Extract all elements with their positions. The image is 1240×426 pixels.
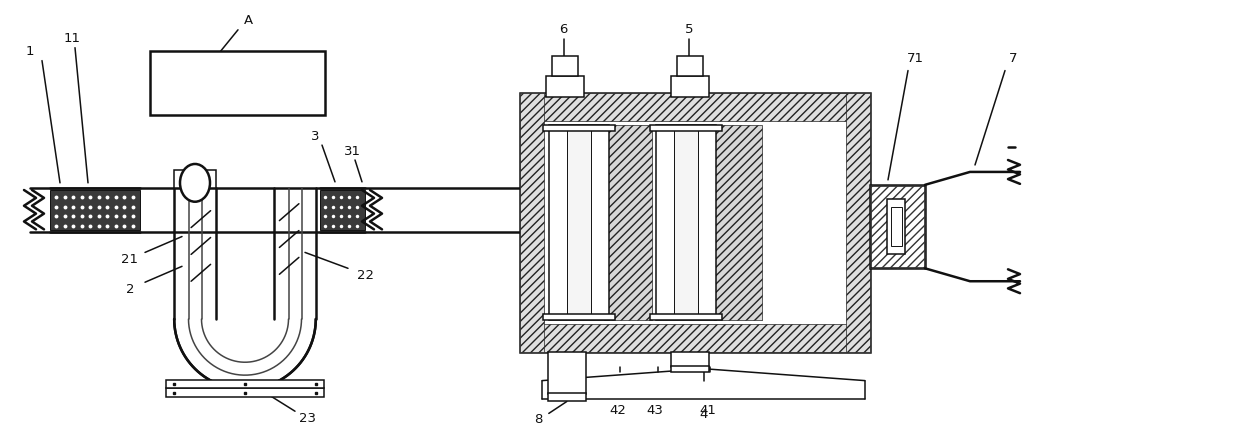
Bar — [150, 52, 325, 116]
Text: 42: 42 — [610, 403, 626, 416]
Bar — [546, 76, 584, 98]
Bar — [846, 94, 870, 352]
Bar — [870, 185, 925, 269]
Bar — [543, 126, 615, 132]
Bar — [656, 126, 715, 320]
Bar — [677, 57, 703, 76]
Bar — [548, 352, 585, 394]
Text: 4: 4 — [699, 407, 708, 420]
Text: 21: 21 — [122, 252, 139, 265]
Text: 41: 41 — [699, 403, 717, 416]
Text: 23: 23 — [299, 411, 315, 424]
Ellipse shape — [180, 164, 210, 202]
Text: 2: 2 — [125, 282, 134, 295]
Text: A: A — [243, 14, 253, 27]
Text: 1: 1 — [26, 45, 35, 58]
Text: 31: 31 — [343, 144, 361, 157]
Text: 3: 3 — [311, 130, 319, 142]
Bar — [549, 126, 609, 320]
Bar — [520, 94, 544, 352]
Bar — [604, 126, 652, 320]
Text: 43: 43 — [646, 403, 663, 416]
Bar — [870, 185, 925, 269]
Bar — [671, 352, 709, 367]
Text: 8: 8 — [534, 412, 543, 425]
Bar — [650, 314, 722, 320]
Bar — [650, 126, 722, 132]
Text: 5: 5 — [684, 23, 693, 36]
Text: 11: 11 — [63, 32, 81, 45]
Bar — [50, 190, 140, 230]
Bar — [320, 190, 365, 230]
Bar — [892, 208, 901, 246]
Bar — [166, 389, 324, 397]
Bar — [887, 200, 905, 254]
Bar — [174, 170, 216, 188]
Text: 71: 71 — [906, 52, 924, 65]
Text: 7: 7 — [1009, 52, 1017, 65]
Bar — [671, 76, 709, 98]
Bar — [552, 57, 578, 76]
Bar — [543, 314, 615, 320]
Text: 6: 6 — [559, 23, 568, 36]
Bar — [520, 94, 870, 352]
Text: 22: 22 — [357, 268, 373, 281]
Bar — [671, 366, 709, 372]
Bar — [520, 94, 870, 122]
Bar — [714, 126, 761, 320]
Bar — [567, 130, 590, 316]
Bar — [548, 393, 585, 402]
Bar — [520, 324, 870, 352]
Bar — [673, 130, 698, 316]
Bar — [166, 380, 324, 389]
